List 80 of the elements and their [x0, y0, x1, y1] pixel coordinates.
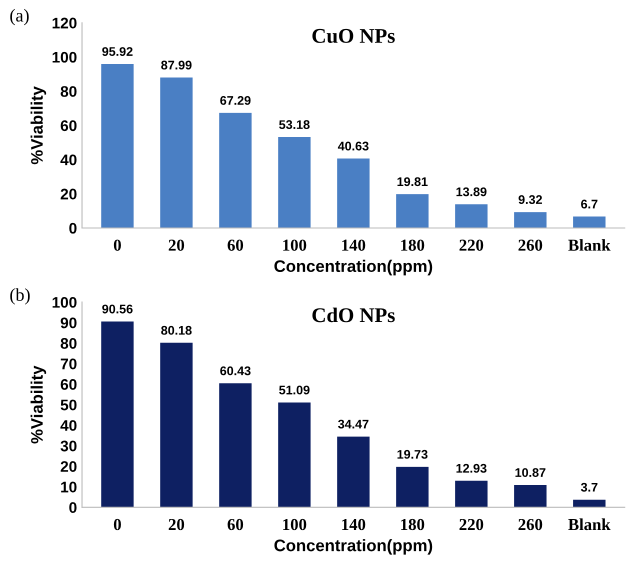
bar	[337, 158, 370, 228]
y-tick-label: 60	[60, 120, 77, 132]
data-label: 19.73	[397, 450, 428, 459]
bar	[455, 480, 488, 508]
y-tick-label: 40	[60, 154, 77, 166]
bar	[514, 212, 547, 228]
bar	[396, 194, 429, 228]
y-tick-label: 100	[52, 52, 77, 63]
text: (a)	[10, 8, 29, 26]
y-tick-label: 50	[60, 400, 77, 410]
data-label: 87.99	[161, 60, 192, 70]
x-tick-label: 220	[460, 518, 484, 530]
bar	[278, 402, 311, 508]
data-label: 34.47	[338, 420, 368, 429]
x-tick-label: 0	[114, 518, 121, 530]
bar	[101, 321, 134, 508]
y-tick-label: 120	[52, 18, 77, 28]
data-label: 95.92	[102, 47, 133, 56]
x-tick-label: 60	[228, 518, 244, 530]
x-tick-label: Blank	[568, 239, 611, 251]
x-tick-label: Blank	[568, 518, 611, 530]
x-tick-label: 140	[342, 240, 366, 251]
x-tick-label: 180	[401, 518, 424, 530]
x-tick-label: 220	[460, 240, 484, 251]
y-tick-label: 30	[60, 440, 77, 452]
y-tick-label: 0	[69, 222, 77, 234]
text: (b)	[10, 288, 30, 305]
bar	[396, 466, 429, 508]
data-label: 12.93	[456, 464, 487, 473]
y-tick-label: 20	[60, 461, 77, 472]
data-label: 51.09	[279, 386, 310, 394]
bar	[573, 500, 606, 508]
data-label: 67.29	[220, 96, 251, 105]
x-tick-label: 140	[342, 518, 366, 530]
x-tick-label: 100	[283, 518, 306, 530]
bar	[160, 342, 193, 508]
chart-title: CuO NPs	[312, 28, 395, 43]
data-label: 80.18	[161, 326, 192, 335]
y-tick-label: 60	[60, 379, 77, 390]
y-tick-label: 0	[69, 502, 77, 513]
y-tick-label: 40	[60, 420, 77, 431]
bar	[160, 78, 193, 228]
bar	[219, 112, 252, 228]
data-label: 40.63	[338, 142, 369, 151]
data-label: 60.43	[220, 366, 251, 376]
y-tick-label: 100	[52, 296, 77, 308]
y-tick-label: 80	[60, 338, 77, 349]
x-tick-label: 100	[283, 240, 306, 251]
y-tick-label: 90	[60, 317, 77, 328]
bar	[101, 64, 134, 228]
data-label: 53.18	[279, 120, 310, 130]
x-tick-label: 180	[401, 240, 424, 251]
x-tick-label: 20	[168, 518, 184, 530]
data-label: 13.89	[456, 187, 487, 196]
chart-title: CdO NPs	[312, 308, 395, 322]
y-axis-title: %Viability	[30, 366, 46, 444]
bar	[573, 216, 606, 228]
x-axis-title: Concentration(ppm)	[274, 260, 432, 276]
x-axis-title: Concentration(ppm)	[274, 539, 432, 555]
y-tick-label: 80	[60, 86, 77, 97]
data-label: 10.87	[515, 468, 546, 477]
x-tick-label: 260	[518, 518, 542, 530]
y-axis-title: %Viability	[30, 86, 46, 164]
bar	[514, 484, 547, 508]
x-tick-label: 0	[114, 240, 121, 251]
bar	[219, 383, 252, 508]
data-label: 9.32	[518, 195, 542, 204]
data-label: 6.7	[581, 200, 598, 209]
x-tick-label: 60	[228, 240, 244, 251]
y-tick-label: 70	[60, 358, 77, 370]
y-tick-label: 10	[61, 482, 77, 492]
bar	[337, 436, 370, 508]
bar	[278, 137, 311, 228]
data-label: 3.7	[580, 482, 598, 492]
bar	[455, 204, 488, 228]
data-label: 19.81	[397, 177, 428, 186]
y-tick-label: 20	[60, 188, 77, 200]
x-tick-label: 260	[518, 240, 542, 251]
x-tick-label: 20	[168, 240, 184, 251]
data-label: 90.56	[102, 304, 133, 314]
